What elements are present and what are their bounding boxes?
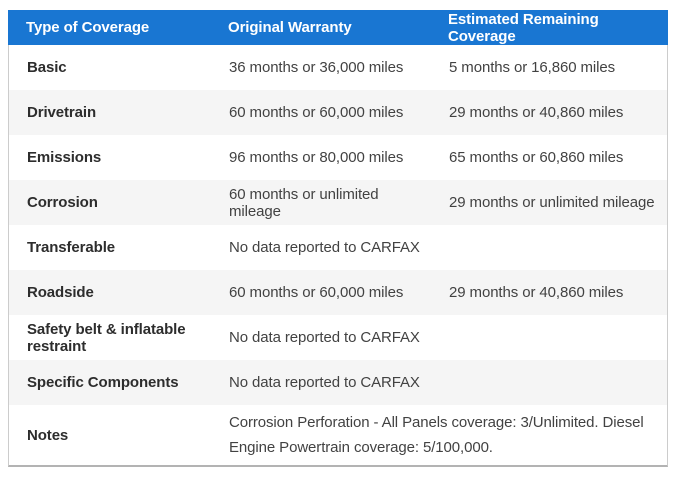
- coverage-type-label: Notes: [27, 426, 69, 444]
- remaining-coverage-value: 29 months or 40,860 miles: [449, 284, 624, 301]
- original-warranty-value: No data reported to CARFAX: [229, 374, 420, 391]
- original-warranty-value: No data reported to CARFAX: [229, 329, 420, 346]
- table-row-notes: Notes Corrosion Perforation - All Panels…: [9, 405, 667, 465]
- table-header-row: Type of Coverage Original Warranty Estim…: [8, 10, 668, 45]
- coverage-type-label: Emissions: [27, 149, 102, 166]
- remaining-coverage-value: 65 months or 60,860 miles: [449, 149, 624, 166]
- coverage-type-label: Drivetrain: [27, 104, 97, 121]
- coverage-type-label: Basic: [27, 59, 67, 76]
- coverage-type-label: Specific Components: [27, 374, 179, 391]
- original-warranty-value: 96 months or 80,000 miles: [229, 149, 404, 166]
- table-row-drivetrain: Drivetrain 60 months or 60,000 miles 29 …: [9, 90, 667, 135]
- coverage-type-label: Transferable: [27, 239, 116, 256]
- coverage-type-label: Safety belt & inflatable restraint: [27, 320, 186, 355]
- coverage-type-label: Roadside: [27, 284, 94, 301]
- warranty-coverage-table: Type of Coverage Original Warranty Estim…: [8, 10, 668, 467]
- header-cell-original-warranty: Original Warranty: [228, 19, 352, 36]
- table-row-safety-belt: Safety belt & inflatable restraint No da…: [9, 315, 667, 360]
- notes-value: Corrosion Perforation - All Panels cover…: [229, 414, 644, 456]
- remaining-coverage-value: 5 months or 16,860 miles: [449, 59, 616, 76]
- table-row-specific-components: Specific Components No data reported to …: [9, 360, 667, 405]
- table-row-emissions: Emissions 96 months or 80,000 miles 65 m…: [9, 135, 667, 180]
- remaining-coverage-value: 29 months or unlimited mileage: [449, 194, 655, 211]
- table-row-roadside: Roadside 60 months or 60,000 miles 29 mo…: [9, 270, 667, 315]
- table-row-corrosion: Corrosion 60 months or unlimited mileage…: [9, 180, 667, 225]
- original-warranty-value: 60 months or unlimited mileage: [229, 185, 379, 220]
- header-cell-type-of-coverage: Type of Coverage: [26, 19, 150, 36]
- header-cell-estimated-remaining-coverage: Estimated Remaining Coverage: [448, 10, 599, 45]
- remaining-coverage-value: 29 months or 40,860 miles: [449, 104, 624, 121]
- table-row-basic: Basic 36 months or 36,000 miles 5 months…: [9, 45, 667, 90]
- table-row-transferable: Transferable No data reported to CARFAX: [9, 225, 667, 270]
- original-warranty-value: 60 months or 60,000 miles: [229, 284, 404, 301]
- original-warranty-value: 60 months or 60,000 miles: [229, 104, 404, 121]
- original-warranty-value: No data reported to CARFAX: [229, 239, 420, 256]
- coverage-type-label: Corrosion: [27, 194, 98, 211]
- original-warranty-value: 36 months or 36,000 miles: [229, 59, 404, 76]
